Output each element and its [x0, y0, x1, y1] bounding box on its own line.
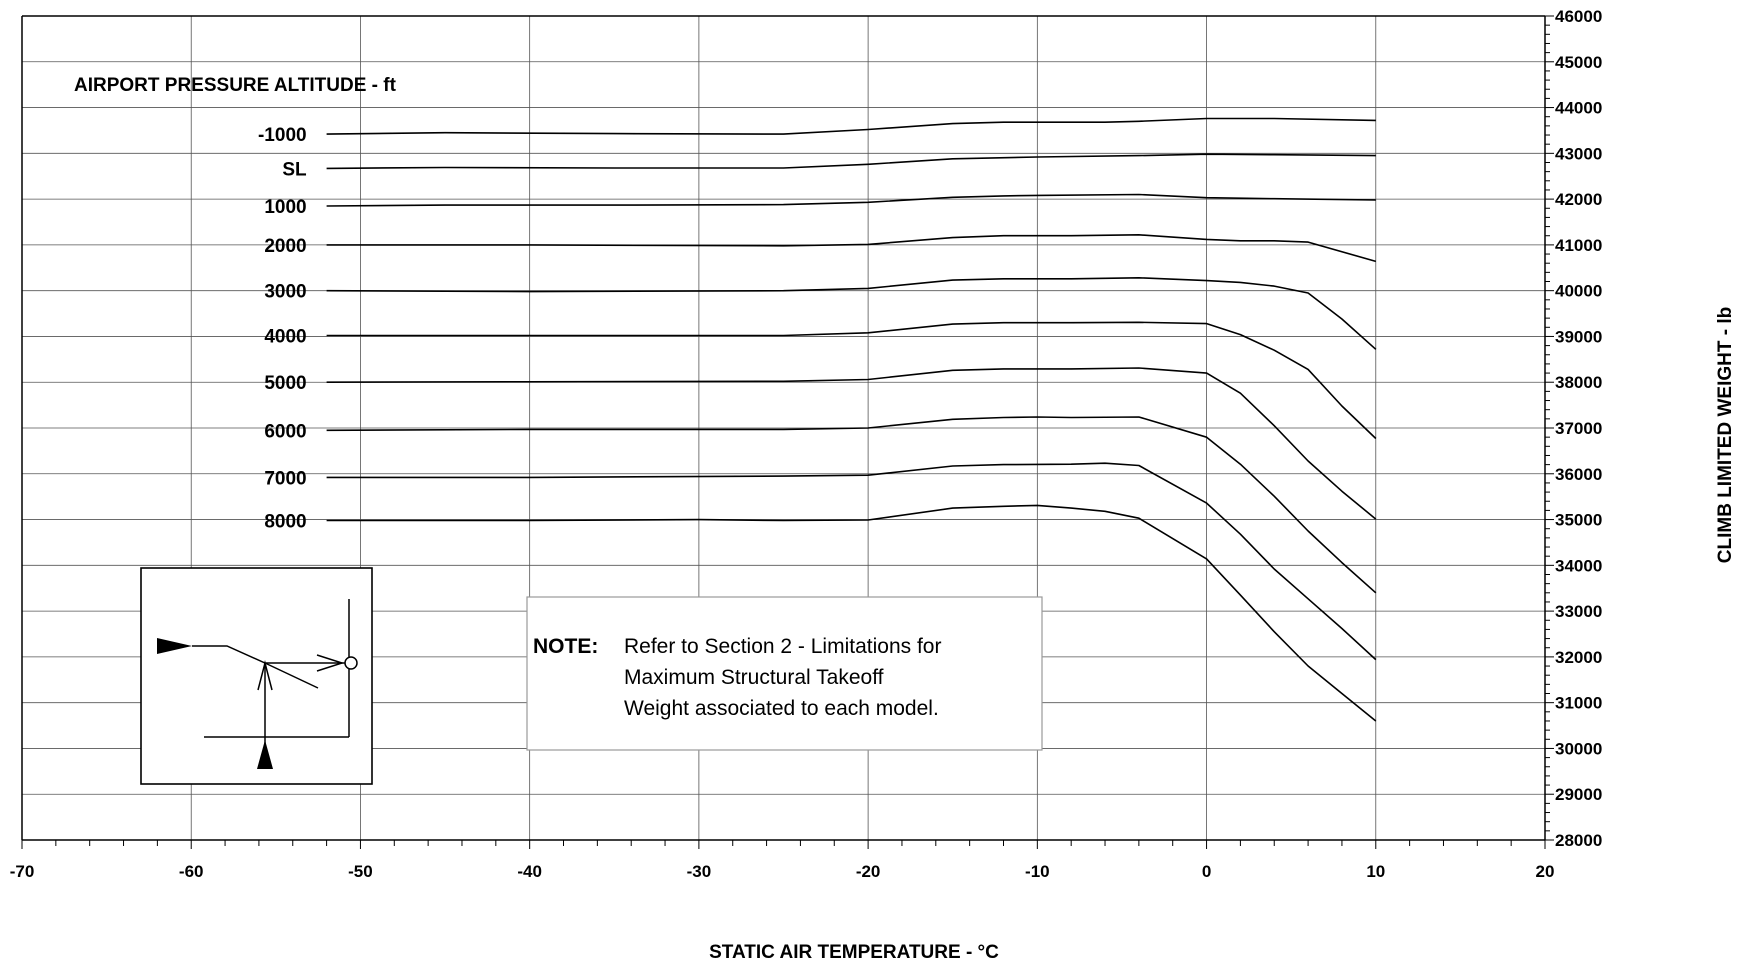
y-tick-label: 42000	[1555, 190, 1602, 209]
minor-ticks	[21, 15, 1554, 849]
series-label: 4000	[264, 327, 306, 348]
y-tick-label: 36000	[1555, 465, 1602, 484]
series-line	[326, 234, 1377, 263]
y-tick-label: 45000	[1555, 53, 1602, 72]
x-tick-label: -10	[1025, 862, 1050, 881]
x-tick-label: -20	[856, 862, 881, 881]
legend-title: AIRPORT PRESSURE ALTITUDE - ft	[74, 75, 397, 96]
y-tick-label: 39000	[1555, 327, 1602, 346]
series-label: 1000	[264, 197, 306, 218]
series-line	[326, 462, 1377, 661]
x-tick-label: -70	[10, 862, 35, 881]
series-line	[326, 367, 1377, 520]
series-line	[326, 276, 1377, 350]
note-box: NOTE: Refer to Section 2 - Limitations f…	[526, 596, 1043, 751]
y-axis-title: CLIMB LIMITED WEIGHT - lb	[1715, 307, 1736, 563]
y-tick-label: 38000	[1555, 373, 1602, 392]
y-axis-ticks: 28000 29000 30000 31000 32000 33000 34000 35000…	[1555, 7, 1602, 850]
series-line	[326, 416, 1377, 594]
x-tick-label: -60	[179, 862, 204, 881]
x-tick-label: -50	[348, 862, 373, 881]
y-tick-label: 28000	[1555, 831, 1602, 850]
series-line	[326, 321, 1377, 440]
series-label: -1000	[258, 125, 307, 146]
series-label: 6000	[264, 421, 306, 442]
series-labels: -1000 SL 1000 2000 3000 4000 5000 6000 7000 8000	[258, 125, 307, 532]
series-label: 5000	[264, 373, 306, 394]
y-tick-label: 40000	[1555, 282, 1602, 301]
series-label: 3000	[264, 282, 306, 303]
y-tick-label: 43000	[1555, 144, 1602, 163]
y-tick-label: 33000	[1555, 602, 1602, 621]
reading-example-diagram	[140, 567, 373, 785]
x-axis-title: STATIC AIR TEMPERATURE - °C	[709, 942, 999, 963]
note-line-1: Refer to Section 2 - Limitations for	[624, 635, 941, 658]
series-lines	[326, 117, 1377, 722]
y-tick-label: 37000	[1555, 419, 1602, 438]
x-tick-label: -30	[687, 862, 712, 881]
y-tick-label: 29000	[1555, 785, 1602, 804]
y-tick-label: 34000	[1555, 556, 1602, 575]
note-label: NOTE:	[533, 635, 598, 658]
x-tick-label: 20	[1536, 862, 1555, 881]
series-line	[326, 117, 1376, 135]
y-tick-label: 46000	[1555, 7, 1602, 26]
x-axis-ticks: -70 -60 -50 -40 -30 -20 -10 0 10 20	[10, 862, 1555, 881]
series-line	[326, 504, 1377, 722]
y-tick-label: 31000	[1555, 694, 1602, 713]
series-label: 7000	[264, 468, 306, 489]
y-tick-label: 35000	[1555, 511, 1602, 530]
y-tick-label: 41000	[1555, 236, 1602, 255]
x-tick-label: -40	[517, 862, 542, 881]
series-label: 8000	[264, 511, 306, 532]
plot-frame	[21, 15, 1546, 841]
x-tick-label: 10	[1366, 862, 1385, 881]
note-line-2: Maximum Structural Takeoff	[624, 666, 884, 689]
series-label: SL	[282, 159, 307, 180]
x-tick-label: 0	[1202, 862, 1211, 881]
series-line	[326, 153, 1376, 170]
y-tick-label: 32000	[1555, 648, 1602, 667]
series-label: 2000	[264, 236, 306, 257]
y-tick-label: 44000	[1555, 99, 1602, 118]
series-line	[326, 193, 1376, 207]
note-line-3: Weight associated to each model.	[624, 697, 939, 720]
y-tick-label: 30000	[1555, 739, 1602, 758]
